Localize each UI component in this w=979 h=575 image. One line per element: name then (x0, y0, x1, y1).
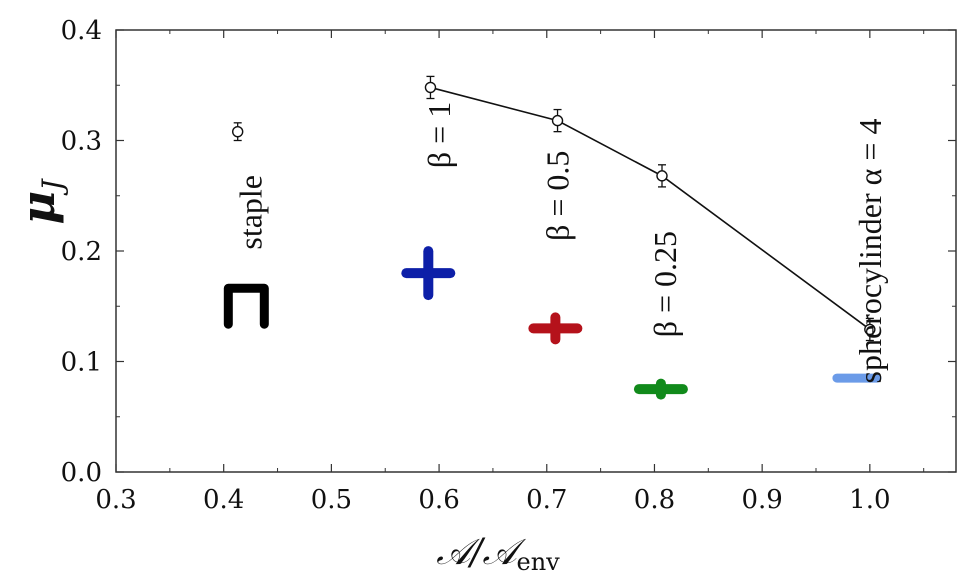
annotation-label: spherocylinder α = 4 (852, 119, 888, 384)
annotation-label: β = 0.5 (540, 151, 576, 241)
data-point (551, 108, 564, 133)
staple-icon (223, 283, 269, 329)
shape-markers (223, 246, 882, 400)
point-marker (656, 170, 668, 182)
point-marker (864, 323, 876, 336)
cross-icon (633, 378, 688, 400)
y-tick-label: 0.0 (61, 458, 102, 488)
x-tick-label: 0.3 (95, 485, 136, 515)
data-point (231, 122, 244, 142)
data-point (864, 317, 876, 342)
series-line (430, 86, 871, 331)
ticks (115, 29, 956, 473)
y-tick-label: 0.2 (61, 237, 102, 267)
y-axis-title-main: μ (11, 191, 65, 225)
cross-icon (528, 312, 583, 345)
x-tick-label: 1.0 (849, 485, 890, 515)
x-axis-title-sub: env (517, 548, 561, 575)
data-series (231, 75, 876, 342)
tick-labels: 0.3 0.4 0.5 0.6 0.7 0.8 0.9 1.0 0.0 0.1 0.2 0.3 0.4 (61, 16, 891, 515)
point-marker (231, 125, 244, 138)
y-tick-label: 0.1 (61, 348, 102, 378)
data-point (656, 164, 668, 188)
x-tick-label: 0.7 (526, 485, 567, 515)
point-marker (551, 114, 564, 127)
annotations: staple β = 1 β = 0.5 β = 0.25 spherocylinder… (233, 102, 888, 384)
x-tick-label: 0.6 (418, 485, 459, 515)
y-axis-title-sub: J (36, 178, 69, 196)
x-tick-label: 0.9 (741, 485, 782, 515)
x-tick-label: 0.4 (203, 485, 244, 515)
x-axis-title: 𝒜/𝒜env (436, 532, 560, 575)
y-tick-label: 0.3 (61, 127, 102, 157)
y-axis-title: μJ (11, 178, 69, 225)
x-tick-label: 0.5 (311, 485, 352, 515)
annotation-label: β = 1 (421, 102, 457, 168)
y-tick-label: 0.4 (61, 16, 102, 46)
annotation-label: β = 0.25 (647, 231, 683, 337)
x-tick-label: 0.8 (634, 485, 675, 515)
plot-frame (115, 29, 957, 473)
data-point (424, 75, 437, 100)
point-marker (424, 81, 437, 94)
x-axis-title-main: 𝒜/𝒜 (436, 532, 526, 573)
cross-icon (401, 246, 456, 301)
annotation-label: staple (233, 175, 269, 250)
